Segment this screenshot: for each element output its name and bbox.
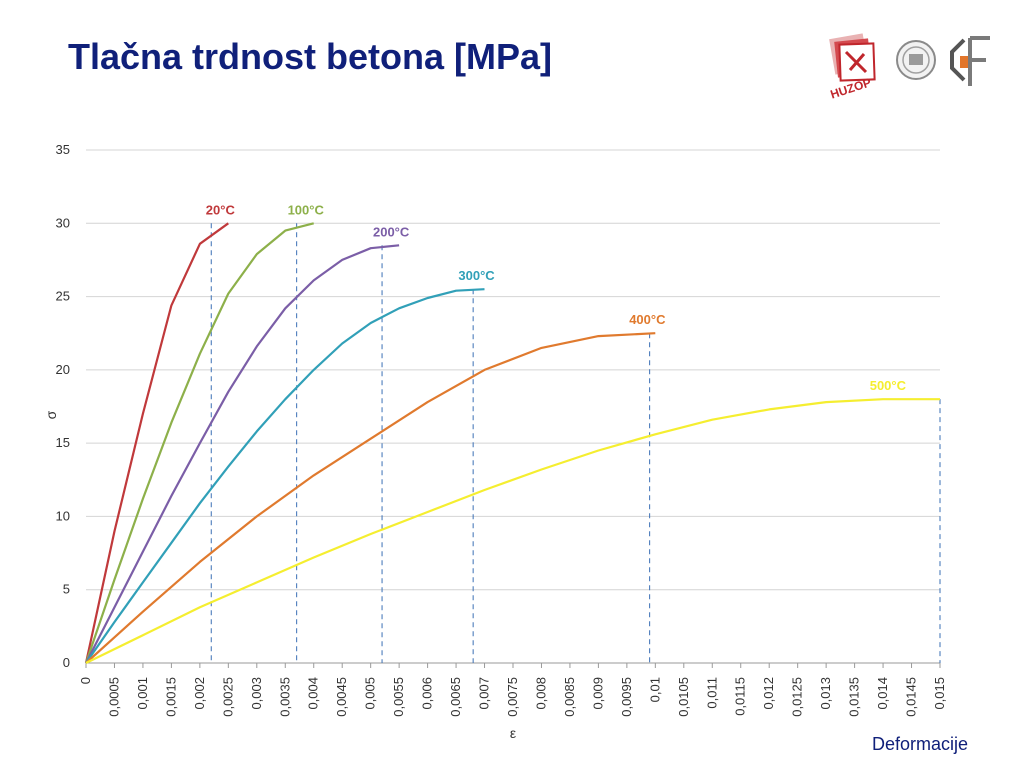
- series-label: 500°C: [870, 378, 907, 393]
- x-tick-label: 0,0085: [562, 677, 577, 717]
- series-label: 20°C: [206, 202, 236, 217]
- series-line: [85, 398, 940, 664]
- huzop-logo: HUZOP: [829, 33, 876, 102]
- series-line: [84, 222, 314, 664]
- series-label: 200°C: [373, 224, 410, 239]
- y-tick-label: 10: [56, 508, 70, 523]
- x-tick-label: 0,013: [818, 677, 833, 710]
- y-tick-label: 25: [56, 289, 70, 304]
- university-seal-logo: [896, 40, 936, 80]
- y-tick-label: 0: [63, 655, 70, 670]
- x-tick-label: 0,0065: [448, 677, 463, 717]
- grid-lines: [85, 149, 941, 668]
- x-tick-label: 0,0025: [220, 677, 235, 717]
- x-tick-label: 0: [78, 677, 93, 684]
- x-tick-label: 0,0135: [847, 677, 862, 717]
- y-tick-labels: 0 5 10 15 20 25 30 35: [56, 142, 70, 670]
- x-tick-label: 0,0075: [505, 677, 520, 717]
- y-axis-label: σ: [43, 410, 59, 419]
- series-line: [85, 288, 485, 664]
- x-tick-label: 0,007: [477, 677, 492, 710]
- series-line: [85, 244, 400, 664]
- series-line: [84, 222, 229, 664]
- x-tick-label: 0,012: [761, 677, 776, 710]
- x-tick-label: 0,0055: [391, 677, 406, 717]
- x-tick-label: 0,0045: [334, 677, 349, 717]
- series-label: 100°C: [288, 202, 325, 217]
- slide-title: Tlačna trdnost betona [MPa]: [68, 36, 553, 77]
- x-tick-label: 0,015: [932, 677, 947, 710]
- x-tick-label: 0,011: [704, 677, 719, 709]
- y-tick-label: 30: [56, 215, 70, 230]
- x-tick-label: 0,009: [590, 677, 605, 710]
- x-tick-label: 0,01: [647, 677, 662, 702]
- x-tick-labels: 0 0,0005 0,001 0,0015 0,002 0,0025 0,003 0,0035…: [78, 677, 947, 717]
- x-tick-label: 0,0125: [790, 677, 805, 717]
- series-line: [85, 332, 656, 664]
- x-tick-label: 0,0035: [277, 677, 292, 717]
- y-tick-label: 5: [63, 582, 70, 597]
- x-tick-label: 0,001: [135, 677, 150, 710]
- x-tick-label: 0,0115: [733, 677, 748, 716]
- faculty-logo: [950, 36, 990, 86]
- x-tick-label: 0,0095: [619, 677, 634, 717]
- x-tick-label: 0,0145: [904, 677, 919, 717]
- logos: HUZOP: [829, 33, 990, 102]
- y-tick-label: 20: [56, 362, 70, 377]
- x-tick-label: 0,0105: [676, 677, 691, 717]
- x-tick-label: 0,002: [192, 677, 207, 710]
- y-tick-label: 35: [56, 142, 70, 157]
- x-tick-label: 0,005: [363, 677, 378, 710]
- x-tick-label: 0,003: [249, 677, 264, 710]
- x-tick-label: 0,014: [875, 677, 890, 710]
- x-tick-label: 0,0005: [106, 677, 121, 717]
- footer-label: Deformacije: [871, 734, 968, 754]
- x-tick-label: 0,006: [420, 677, 435, 710]
- x-axis-label: ε: [510, 725, 516, 741]
- series-label: 300°C: [458, 268, 495, 283]
- x-tick-label: 0,004: [306, 677, 321, 710]
- series-labels: 20°C 100°C 200°C 300°C 400°C 500°C: [206, 202, 907, 393]
- series-label: 400°C: [629, 312, 666, 327]
- y-tick-label: 15: [56, 435, 70, 450]
- x-tick-label: 0,0015: [163, 677, 178, 717]
- series-lines: [84, 222, 940, 664]
- x-tick-label: 0,008: [533, 677, 548, 710]
